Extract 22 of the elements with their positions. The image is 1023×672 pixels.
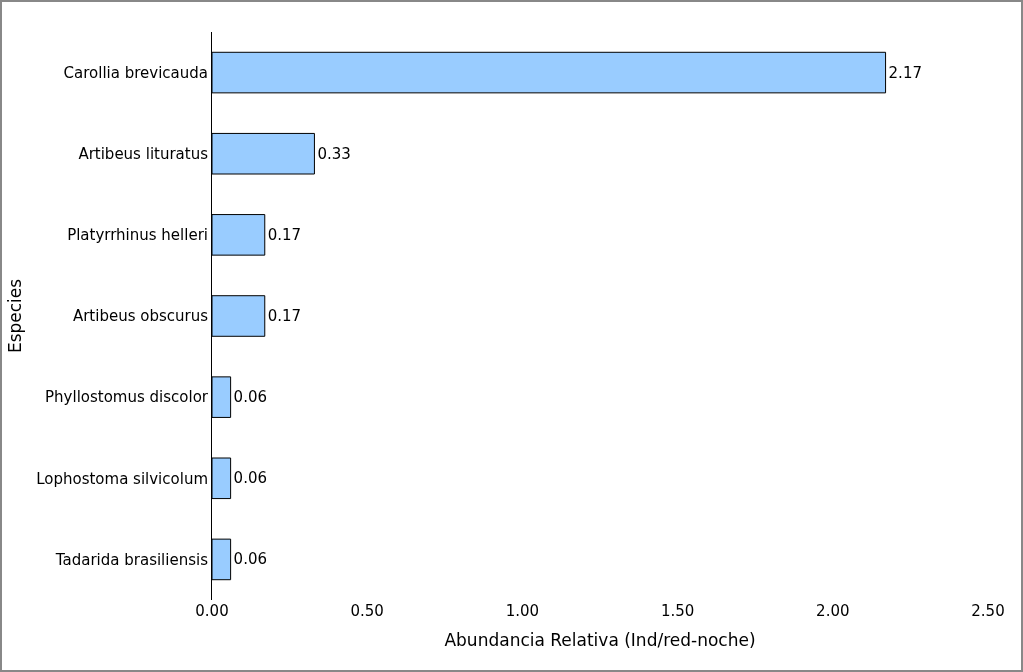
- y-tick-label: Artibeus obscurus: [72, 307, 209, 326]
- x-tick-label: 1.50: [660, 602, 695, 620]
- x-tick-label: 0.50: [350, 602, 384, 620]
- y-axis-title: Especies: [4, 278, 25, 354]
- data-label: 0.06: [233, 469, 268, 488]
- x-tick-label: 2.50: [971, 602, 1005, 620]
- data-label: 0.33: [317, 144, 351, 163]
- y-tick-label: Platyrrhinus helleri: [67, 226, 208, 245]
- data-label: 2.17: [888, 63, 922, 82]
- y-tick-label: Carollia brevicauda: [63, 63, 208, 82]
- x-tick-label: 2.00: [816, 602, 850, 620]
- data-label: 0.06: [233, 388, 268, 407]
- y-tick-label: Lophostoma silvicolum: [36, 469, 208, 488]
- x-tick-label: 0.00: [195, 602, 229, 620]
- y-tick-label: Phyllostomus discolor: [45, 388, 209, 407]
- x-tick-label: 1.00: [505, 602, 540, 620]
- data-label: 0.17: [267, 225, 302, 244]
- data-label: 0.17: [267, 307, 302, 325]
- x-axis-title: Abundancia Relativa (Ind/red-noche): [444, 630, 756, 651]
- y-tick-label: Artibeus lituratus: [78, 144, 209, 163]
- data-label: 0.06: [233, 550, 268, 569]
- y-tick-label: Tadarida brasiliensis: [54, 550, 209, 569]
